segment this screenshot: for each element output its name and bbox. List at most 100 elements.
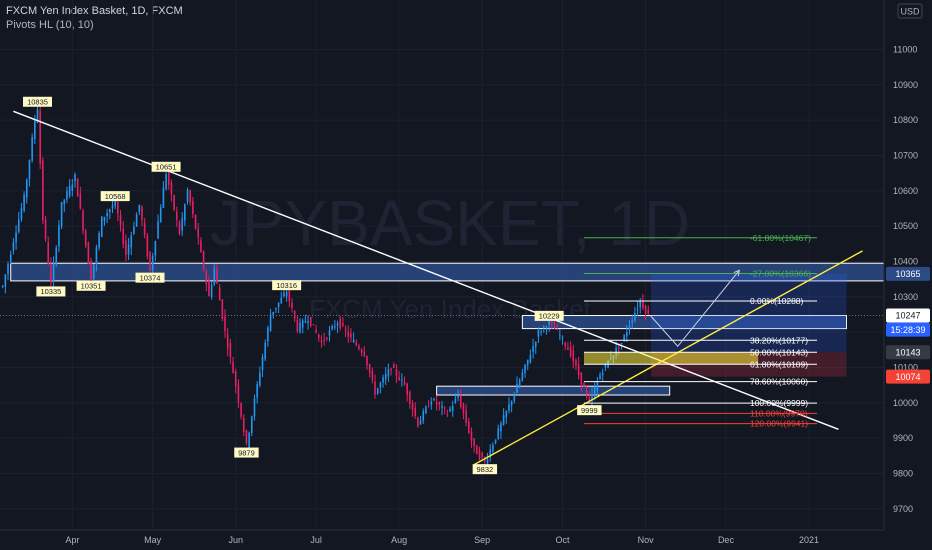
candle-body (291, 302, 293, 308)
candle-body (451, 405, 454, 412)
candle-body (210, 284, 213, 298)
candle-body (184, 204, 186, 221)
candle-body (484, 460, 486, 462)
candle-body (347, 331, 350, 337)
candle-body (17, 219, 20, 233)
candle-body (55, 247, 58, 265)
chart-title: FXCM Yen Index Basket, 1D, FXCM (6, 5, 183, 17)
candle-body (352, 340, 355, 343)
price-axis[interactable] (884, 0, 932, 530)
price-tick-label: 9800 (893, 468, 913, 478)
fib-retracement[interactable]: -61.80%(10467) -27.00%(10366) 0.00%(10288)… (583, 233, 818, 429)
candle-body (596, 381, 599, 392)
candle-body (205, 271, 208, 284)
pivot-labels: 10835 10651 10568 10316 10229 10335 10351 10374… (23, 96, 602, 475)
candle-body (157, 221, 159, 239)
candle-body (170, 182, 173, 195)
candle-body (261, 357, 264, 371)
candle-body (202, 251, 205, 270)
candle-body (494, 439, 497, 443)
candle-body (100, 216, 103, 237)
candle-body (248, 432, 250, 449)
candle-body (315, 329, 317, 333)
candle-body (470, 431, 473, 441)
candle-body (454, 398, 457, 403)
candle-body (20, 208, 23, 220)
price-tick-label: 10400 (893, 256, 918, 266)
candle-body (505, 410, 508, 418)
candle-body (529, 354, 532, 363)
candle-body (398, 377, 400, 380)
price-tick-label: 10900 (893, 80, 918, 90)
candle-body (526, 359, 529, 366)
price-tick-label: 11000 (893, 44, 917, 54)
candle-body (143, 222, 146, 236)
price-badge-label: 10247 (895, 311, 920, 321)
candle-body (368, 364, 371, 373)
price-badge-label: 10365 (895, 269, 920, 279)
candle-body (599, 374, 601, 380)
candle-body (127, 244, 130, 255)
candle-body (419, 420, 422, 425)
candle-body (288, 288, 291, 302)
price-tick-label: 10700 (893, 150, 918, 160)
candle-body (15, 232, 17, 243)
candle-body (502, 415, 505, 425)
candle-body (50, 264, 52, 283)
projection-path[interactable] (650, 269, 741, 348)
candle-body (542, 326, 545, 328)
candle-body (175, 211, 178, 220)
candle-body (60, 202, 63, 227)
candle-body (430, 401, 433, 405)
candle-body (326, 337, 328, 339)
candle-body (301, 320, 304, 328)
candle-body (449, 408, 451, 412)
pivot-label: 9999 (581, 406, 598, 415)
price-badge-label: 15:28:39 (890, 325, 925, 335)
candle-body (425, 406, 427, 414)
currency-box[interactable] (897, 3, 923, 19)
candle-body (384, 374, 387, 380)
pivot-label: 10651 (156, 163, 177, 172)
candle-body (162, 187, 165, 208)
indicator-label[interactable]: Pivots HL (10, 10) (6, 19, 94, 31)
candle-body (366, 356, 368, 366)
candle-body (275, 307, 277, 310)
candle-body (572, 350, 575, 362)
price-tick-label: 10800 (893, 115, 918, 125)
fib-level-label: 110.00%(9970) (750, 408, 808, 418)
trend-line (13, 110, 839, 430)
candle-body (438, 402, 441, 406)
candle-body (328, 330, 331, 336)
candle-body (427, 406, 430, 408)
projection-arrowhead (733, 269, 741, 277)
pivot-label-box (234, 447, 259, 458)
candle-body (575, 360, 577, 366)
candle-body (462, 403, 465, 414)
candle-body (516, 383, 518, 393)
candle-body (443, 407, 446, 409)
candle-body (299, 322, 301, 332)
time-tick-label: Jun (228, 535, 243, 545)
pivot-label: 10351 (81, 282, 102, 291)
candle-body (387, 369, 390, 377)
candle-body (251, 416, 253, 433)
candle-body (414, 408, 417, 417)
candle-body (309, 317, 312, 327)
candle-body (71, 184, 74, 191)
candle-body (593, 387, 596, 399)
candle-body (12, 242, 15, 251)
candle-body (47, 242, 50, 265)
candle-body (197, 228, 200, 238)
time-axis[interactable] (0, 530, 932, 550)
candle-body (534, 341, 537, 347)
pivot-label: 10568 (105, 192, 126, 201)
time-tick-label: 2021 (799, 535, 819, 545)
candle-body (360, 349, 363, 353)
candle-body (92, 264, 95, 279)
price-tick-label: 10500 (893, 221, 918, 231)
candle-body (363, 351, 366, 356)
price-tick-label: 10100 (893, 362, 918, 372)
candle-body (457, 395, 459, 398)
